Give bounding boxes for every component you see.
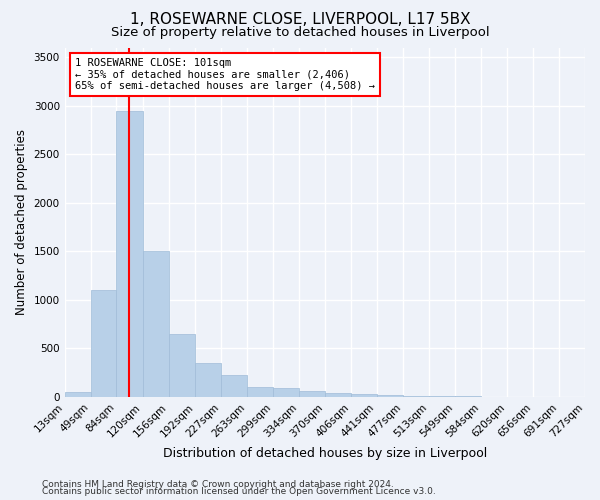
Bar <box>116 110 143 397</box>
Bar <box>403 396 429 397</box>
Bar <box>377 395 403 397</box>
Bar <box>169 334 195 397</box>
Text: Contains HM Land Registry data © Crown copyright and database right 2024.: Contains HM Land Registry data © Crown c… <box>42 480 394 489</box>
Text: Contains public sector information licensed under the Open Government Licence v3: Contains public sector information licen… <box>42 488 436 496</box>
Bar <box>65 392 91 397</box>
Bar <box>325 393 351 397</box>
Bar <box>247 387 273 397</box>
Y-axis label: Number of detached properties: Number of detached properties <box>15 129 28 315</box>
X-axis label: Distribution of detached houses by size in Liverpool: Distribution of detached houses by size … <box>163 447 487 460</box>
Bar <box>429 396 455 397</box>
Bar <box>195 363 221 397</box>
Bar <box>221 374 247 397</box>
Text: 1, ROSEWARNE CLOSE, LIVERPOOL, L17 5BX: 1, ROSEWARNE CLOSE, LIVERPOOL, L17 5BX <box>130 12 470 28</box>
Bar <box>91 290 116 397</box>
Bar <box>273 388 299 397</box>
Bar <box>351 394 377 397</box>
Bar <box>143 252 169 397</box>
Bar <box>299 391 325 397</box>
Text: Size of property relative to detached houses in Liverpool: Size of property relative to detached ho… <box>110 26 490 39</box>
Text: 1 ROSEWARNE CLOSE: 101sqm
← 35% of detached houses are smaller (2,406)
65% of se: 1 ROSEWARNE CLOSE: 101sqm ← 35% of detac… <box>75 58 375 91</box>
